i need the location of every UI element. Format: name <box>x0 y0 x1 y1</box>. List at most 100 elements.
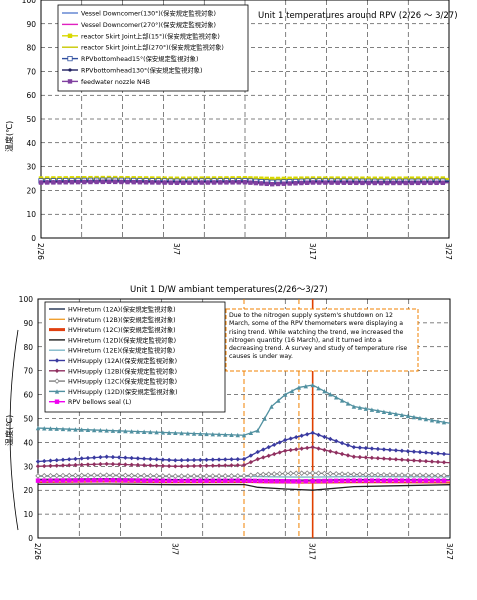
chart2-series-8-point <box>375 408 381 413</box>
chart2-series-6-point <box>54 463 59 468</box>
chart2-series-5-point <box>328 436 333 442</box>
chart1-x-tick-label: 3/27 <box>444 243 453 260</box>
chart2-series-7-point <box>53 472 60 479</box>
chart2-legend-label-7: HVHsupply (12C)(保安規定監視対象) <box>68 377 177 386</box>
chart2-series-9-point <box>185 478 191 484</box>
chart1-series-6-point <box>428 180 433 186</box>
chart2-series-7-point <box>153 473 160 479</box>
chart1-y-tick-labels: 0 10 20 30 40 50 60 70 80 90 100 <box>22 0 37 243</box>
chart2-series-9-point <box>263 478 269 484</box>
chart2-series-9-point <box>258 478 263 484</box>
chart1-y-tick-label: 40 <box>26 139 36 148</box>
chart2-series-7-point <box>298 470 305 476</box>
chart1-series-2-point <box>415 176 421 181</box>
chart2-series-9-point <box>387 478 393 483</box>
chart1-series-6-point <box>100 179 106 185</box>
chart2-series-8-point <box>405 413 411 419</box>
chart1-series-6-point <box>360 180 365 186</box>
chart2-series-6-point <box>79 462 84 467</box>
chart1-series-6-point <box>218 180 223 185</box>
chart2-series-6-point <box>235 463 240 468</box>
chart2-series-8-point <box>429 417 435 423</box>
chart2-series-7-point <box>339 471 345 477</box>
chart2-series-8-point <box>283 392 288 397</box>
chart2-series-9-point <box>79 478 84 483</box>
chart2-series-5-point <box>417 449 423 455</box>
chart1-y-tick-label: 60 <box>26 91 36 100</box>
chart1-series-6-point <box>415 180 421 186</box>
chart2-series-6-point <box>435 459 441 465</box>
chart1-series-6-point <box>82 179 87 185</box>
chart1-series-6-point <box>403 180 408 186</box>
chart2-series-5-point <box>369 446 375 451</box>
chart1-series-2-point <box>378 176 384 181</box>
chart2-series-9-point <box>423 478 429 483</box>
chart2-series-9-point <box>98 478 103 483</box>
chart2-series-9-point <box>328 478 333 484</box>
chart2-series-5-point <box>116 455 122 460</box>
chart1-series-2-point <box>403 176 408 181</box>
chart1-series-6-point <box>162 180 167 185</box>
chart2-series-7-point <box>441 472 447 479</box>
chart2-series-8-point <box>241 433 247 438</box>
chart1-series-6-point <box>347 180 353 186</box>
chart2-series-5-point <box>235 457 240 462</box>
chart1-series-6-point <box>372 180 378 186</box>
chart2-series-6-point <box>393 457 399 462</box>
chart1-series-2-point <box>440 176 446 181</box>
chart2-series-5-point <box>261 447 266 452</box>
chart2-series-5-point <box>204 457 209 462</box>
chart2-series-7-point <box>293 470 299 477</box>
chart2-series-9-point <box>441 478 447 483</box>
chart2-series-8-point <box>334 395 339 400</box>
chart2-series-8-point <box>303 384 308 389</box>
chart2-series-5-point <box>104 454 109 459</box>
chart2-legend-marker-6 <box>54 368 60 373</box>
chart2-series-9-point <box>116 478 122 483</box>
chart2-series-6-point <box>198 463 203 469</box>
chart2-series-6-point <box>154 463 159 468</box>
chart2-series-5-point <box>73 456 78 462</box>
chart1-series-6-point <box>168 180 174 185</box>
chart2-series-8-point <box>104 428 109 433</box>
chart2-y-tick-label: 40 <box>23 438 33 447</box>
chart2-series-7-point <box>321 470 328 477</box>
chart2-series-6-point <box>369 455 375 461</box>
chart2-series-9-point <box>73 478 78 483</box>
chart2-series-7-point <box>276 470 283 477</box>
chart2-series-9-point <box>280 479 285 484</box>
chart2-legend-label-2: HVHreturn (12C)(保安規定監視対象) <box>68 325 176 334</box>
chart2-series-7-point <box>197 473 204 479</box>
chart2-series-6-point <box>429 459 435 464</box>
chart2-series-5-point <box>288 436 293 441</box>
chart2-series-9-point <box>204 478 209 483</box>
chart2-series-6-point <box>261 455 266 460</box>
chart1-y-tick-label: 0 <box>31 234 36 243</box>
chart2-series-6-point <box>204 463 209 468</box>
chart2-legend-box <box>44 301 226 413</box>
chart1-y-axis-label: 温度(℃) <box>4 121 14 152</box>
chart2-series-9-point <box>179 478 184 484</box>
chart2-legend-label-1: HVHreturn (12B)(保安規定監視対象) <box>68 315 176 324</box>
chart2-series-3-line <box>37 483 451 491</box>
chart2-series-7-point <box>228 473 235 479</box>
chart2-series-7-point <box>191 473 197 479</box>
chart2-series-5-point <box>223 457 228 462</box>
chart1-series-6-point <box>397 180 402 186</box>
chart1-series-6-point <box>310 180 316 185</box>
chart1-series-6-point <box>205 180 211 185</box>
chart2-series-9-point <box>411 478 417 483</box>
chart2-series-7-point <box>110 472 116 478</box>
chart2-series-6-point <box>399 457 405 462</box>
chart2-annotation-text: Due to the nitrogen supply system's shut… <box>229 312 415 362</box>
chart1-series-6-point <box>125 179 130 185</box>
chart1-legend-label-3: reactor Skirt Joint上部(270°)(保安規定監視対象) <box>81 43 224 52</box>
chart1-series-6-point <box>69 180 75 185</box>
chart2-series-5-point <box>173 458 178 463</box>
chart2-series-5-point <box>129 455 134 461</box>
chart1-series-2-point <box>281 176 287 182</box>
chart2-series-7-point <box>315 470 322 476</box>
chart2-series-8-point <box>129 429 134 434</box>
chart2-x-tick-labels: 2/26 3/7 3/17 3/27 <box>33 543 454 560</box>
chart2-series-6-point <box>191 463 197 469</box>
